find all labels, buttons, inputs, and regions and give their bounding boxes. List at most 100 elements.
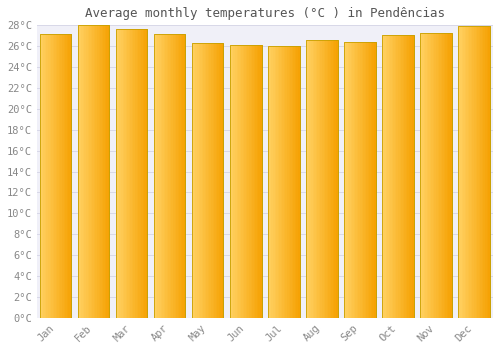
Bar	[334, 40, 336, 318]
Bar	[230, 45, 232, 318]
Bar	[78, 25, 110, 318]
Bar	[174, 34, 176, 318]
Bar	[394, 35, 395, 318]
Bar	[257, 45, 258, 318]
Bar	[314, 40, 316, 318]
Bar	[281, 46, 282, 318]
Bar	[477, 26, 478, 318]
Bar	[286, 46, 287, 318]
Bar	[357, 42, 358, 318]
Bar	[424, 33, 425, 318]
Bar	[210, 43, 211, 318]
Bar	[268, 46, 300, 318]
Bar	[46, 34, 48, 318]
Bar	[200, 43, 202, 318]
Bar	[154, 34, 186, 318]
Bar	[270, 46, 272, 318]
Bar	[102, 25, 103, 318]
Bar	[363, 42, 364, 318]
Bar	[401, 35, 402, 318]
Bar	[404, 35, 406, 318]
Bar	[122, 29, 124, 318]
Bar	[480, 26, 482, 318]
Bar	[326, 40, 328, 318]
Bar	[238, 45, 240, 318]
Bar	[80, 25, 82, 318]
Bar	[146, 29, 148, 318]
Bar	[44, 34, 45, 318]
Bar	[306, 40, 338, 318]
Bar	[470, 26, 471, 318]
Bar	[159, 34, 160, 318]
Bar	[240, 45, 241, 318]
Bar	[356, 42, 357, 318]
Bar	[230, 45, 262, 318]
Bar	[462, 26, 463, 318]
Bar	[320, 40, 322, 318]
Bar	[192, 43, 224, 318]
Bar	[382, 35, 414, 318]
Bar	[306, 40, 338, 318]
Bar	[366, 42, 368, 318]
Bar	[235, 45, 236, 318]
Bar	[164, 34, 165, 318]
Bar	[130, 29, 132, 318]
Bar	[120, 29, 121, 318]
Bar	[290, 46, 292, 318]
Bar	[287, 46, 288, 318]
Bar	[88, 25, 89, 318]
Bar	[78, 25, 80, 318]
Bar	[156, 34, 158, 318]
Bar	[450, 33, 452, 318]
Bar	[216, 43, 218, 318]
Bar	[463, 26, 464, 318]
Bar	[390, 35, 392, 318]
Bar	[244, 45, 246, 318]
Bar	[344, 42, 376, 318]
Bar	[436, 33, 438, 318]
Bar	[182, 34, 184, 318]
Bar	[192, 43, 224, 318]
Bar	[254, 45, 256, 318]
Bar	[460, 26, 462, 318]
Bar	[439, 33, 440, 318]
Bar	[172, 34, 173, 318]
Bar	[144, 29, 146, 318]
Bar	[395, 35, 396, 318]
Bar	[370, 42, 371, 318]
Bar	[344, 42, 376, 318]
Bar	[167, 34, 168, 318]
Bar	[68, 34, 70, 318]
Bar	[488, 26, 490, 318]
Bar	[116, 29, 148, 318]
Bar	[121, 29, 122, 318]
Bar	[249, 45, 250, 318]
Bar	[316, 40, 318, 318]
Bar	[84, 25, 86, 318]
Bar	[116, 29, 148, 318]
Bar	[154, 34, 156, 318]
Bar	[158, 34, 159, 318]
Bar	[386, 35, 387, 318]
Bar	[202, 43, 203, 318]
Bar	[100, 25, 102, 318]
Bar	[388, 35, 390, 318]
Bar	[458, 26, 490, 318]
Bar	[258, 45, 260, 318]
Bar	[294, 46, 295, 318]
Bar	[384, 35, 386, 318]
Bar	[160, 34, 162, 318]
Bar	[396, 35, 398, 318]
Bar	[482, 26, 484, 318]
Bar	[420, 33, 452, 318]
Bar	[232, 45, 234, 318]
Bar	[222, 43, 224, 318]
Bar	[78, 25, 110, 318]
Bar	[382, 35, 384, 318]
Bar	[458, 26, 490, 318]
Bar	[196, 43, 197, 318]
Bar	[486, 26, 488, 318]
Bar	[306, 40, 308, 318]
Bar	[219, 43, 220, 318]
Bar	[336, 40, 338, 318]
